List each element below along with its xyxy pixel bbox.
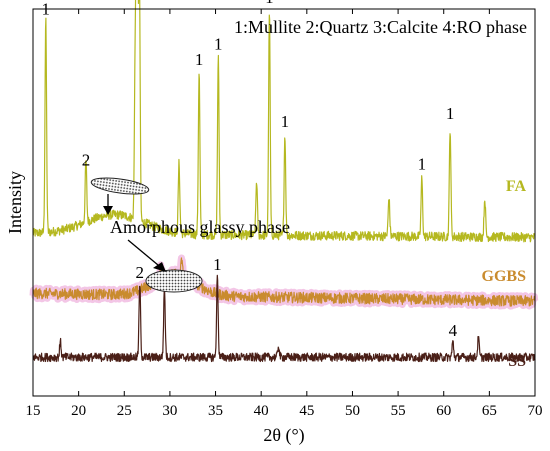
amorphous-ellipse-fa	[90, 177, 150, 195]
x-tick-label-70: 70	[528, 403, 543, 419]
x-tick-label-40: 40	[254, 403, 269, 419]
peak-label-fa-7: 1	[214, 34, 223, 53]
peak-label-ss-1: 2	[136, 263, 145, 282]
x-tick-label-60: 60	[436, 403, 451, 419]
x-tick-label-65: 65	[482, 403, 497, 419]
amorphous-annotation: Amorphous glassy phase	[90, 177, 290, 293]
series-name-fa: FA	[506, 178, 527, 195]
plot-frame	[32, 8, 536, 397]
arrow-to-ggbs	[127, 239, 159, 266]
x-axis: 15 20 25 30 35 40 45 50 55 60 65 70	[26, 9, 543, 419]
peak-label-fa-13: 1	[446, 104, 455, 123]
y-axis-label: Intensity	[5, 171, 25, 234]
amorphous-label: Amorphous glassy phase	[110, 217, 290, 237]
series-name-ss: SS	[508, 353, 526, 370]
x-tick-label-35: 35	[208, 403, 223, 419]
x-tick-label-30: 30	[162, 403, 177, 419]
series-ss-line	[32, 274, 536, 363]
phase-legend: 1:Mullite 2:Quartz 3:Calcite 4:RO phase	[234, 17, 527, 37]
x-tick-label-50: 50	[345, 403, 360, 419]
x-tick-label-45: 45	[299, 403, 314, 419]
series-layer: 1212111111FAGGBS2314SS	[29, 0, 539, 370]
x-axis-label: 2θ (°)	[263, 425, 304, 446]
x-tick-label-20: 20	[71, 403, 86, 419]
amorphous-ellipse-ggbs	[145, 269, 203, 293]
series-name-ggbs: GGBS	[482, 268, 527, 285]
x-tick-label-25: 25	[117, 403, 132, 419]
peak-label-ss-3: 1	[213, 255, 222, 274]
x-tick-label-55: 55	[391, 403, 406, 419]
series-ss: 2314SS	[32, 255, 536, 370]
peak-label-fa-10: 1	[281, 112, 290, 131]
arrow-to-ggbs-head	[153, 262, 166, 272]
series-fa-line	[32, 0, 536, 243]
peak-label-fa-12: 1	[418, 154, 427, 173]
peak-label-fa-6: 1	[195, 50, 204, 69]
x-tick-label-15: 15	[26, 403, 41, 419]
peak-label-fa-9: 1	[265, 0, 274, 7]
arrow-down-head	[103, 206, 113, 215]
peak-label-ss-5: 4	[449, 321, 458, 340]
series-ggbs: GGBS	[29, 254, 539, 310]
series-ggbs-line	[32, 257, 536, 307]
peak-label-fa-1: 2	[82, 151, 91, 170]
